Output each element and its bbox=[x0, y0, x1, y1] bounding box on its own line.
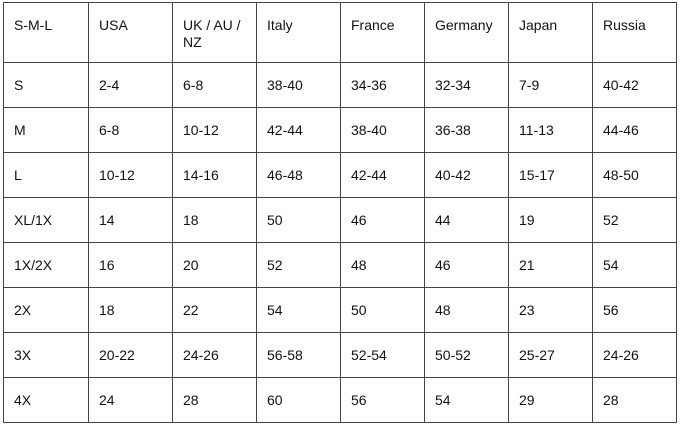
table-row: 4X 24 28 60 56 54 29 28 bbox=[3, 377, 677, 423]
table-cell: 11-13 bbox=[508, 107, 593, 153]
table-cell: 15-17 bbox=[508, 152, 593, 198]
table-cell: 40-42 bbox=[424, 152, 509, 198]
table-cell: 6-8 bbox=[88, 107, 173, 153]
table-cell: 18 bbox=[88, 287, 173, 333]
table-cell: 6-8 bbox=[172, 62, 257, 108]
table-cell: 42-44 bbox=[256, 107, 341, 153]
table-cell: 46 bbox=[424, 242, 509, 288]
table-cell: 46 bbox=[340, 197, 425, 243]
table-cell: 48 bbox=[340, 242, 425, 288]
table-cell: 44 bbox=[424, 197, 509, 243]
size-label-cell: M bbox=[3, 107, 89, 153]
table-cell: 48-50 bbox=[592, 152, 677, 198]
size-label-cell: L bbox=[3, 152, 89, 198]
header-row: S-M-L USA UK / AU / NZ Italy France Germany Ja… bbox=[3, 2, 677, 63]
table-row: L 10-12 14-16 46-48 42-44 40-42 15-17 48-50 bbox=[3, 152, 677, 198]
size-label-cell: 3X bbox=[3, 332, 89, 378]
table-cell: 14-16 bbox=[172, 152, 257, 198]
table-cell: 38-40 bbox=[340, 107, 425, 153]
header-cell: Japan bbox=[508, 2, 593, 63]
table-cell: 36-38 bbox=[424, 107, 509, 153]
header-cell: Russia bbox=[592, 2, 677, 63]
table-cell: 22 bbox=[172, 287, 257, 333]
table-cell: 18 bbox=[172, 197, 257, 243]
table-cell: 50-52 bbox=[424, 332, 509, 378]
table-cell: 24 bbox=[88, 377, 173, 423]
table-cell: 42-44 bbox=[340, 152, 425, 198]
table-cell: 10-12 bbox=[172, 107, 257, 153]
table-cell: 20 bbox=[172, 242, 257, 288]
size-label-cell: XL/1X bbox=[3, 197, 89, 243]
size-label-cell: 4X bbox=[3, 377, 89, 423]
size-conversion-table: S-M-L USA UK / AU / NZ Italy France Germany Ja… bbox=[3, 2, 677, 423]
table-cell: 44-46 bbox=[592, 107, 677, 153]
table-row: XL/1X 14 18 50 46 44 19 52 bbox=[3, 197, 677, 243]
table-cell: 56 bbox=[340, 377, 425, 423]
table-row: M 6-8 10-12 42-44 38-40 36-38 11-13 44-46 bbox=[3, 107, 677, 153]
table-cell: 21 bbox=[508, 242, 593, 288]
table-row: 3X 20-22 24-26 56-58 52-54 50-52 25-27 24-26 bbox=[3, 332, 677, 378]
table-cell: 50 bbox=[340, 287, 425, 333]
table-cell: 50 bbox=[256, 197, 341, 243]
header-cell: France bbox=[340, 2, 425, 63]
table-cell: 25-27 bbox=[508, 332, 593, 378]
table-cell: 40-42 bbox=[592, 62, 677, 108]
size-label-cell: 1X/2X bbox=[3, 242, 89, 288]
table-cell: 28 bbox=[592, 377, 677, 423]
table-cell: 52 bbox=[592, 197, 677, 243]
table-cell: 48 bbox=[424, 287, 509, 333]
table-row: S 2-4 6-8 38-40 34-36 32-34 7-9 40-42 bbox=[3, 62, 677, 108]
table-cell: 29 bbox=[508, 377, 593, 423]
table-cell: 24-26 bbox=[172, 332, 257, 378]
table-cell: 19 bbox=[508, 197, 593, 243]
table-cell: 56-58 bbox=[256, 332, 341, 378]
header-cell: UK / AU / NZ bbox=[172, 2, 257, 63]
table-cell: 34-36 bbox=[340, 62, 425, 108]
table-cell: 60 bbox=[256, 377, 341, 423]
table-cell: 20-22 bbox=[88, 332, 173, 378]
table-row: 1X/2X 16 20 52 48 46 21 54 bbox=[3, 242, 677, 288]
header-cell: Germany bbox=[424, 2, 509, 63]
table-cell: 24-26 bbox=[592, 332, 677, 378]
size-label-cell: S bbox=[3, 62, 89, 108]
table-cell: 16 bbox=[88, 242, 173, 288]
table-cell: 56 bbox=[592, 287, 677, 333]
table-row: 2X 18 22 54 50 48 23 56 bbox=[3, 287, 677, 333]
table-cell: 14 bbox=[88, 197, 173, 243]
header-cell: S-M-L bbox=[3, 2, 89, 63]
table-cell: 2-4 bbox=[88, 62, 173, 108]
table-cell: 7-9 bbox=[508, 62, 593, 108]
table-cell: 38-40 bbox=[256, 62, 341, 108]
table-cell: 46-48 bbox=[256, 152, 341, 198]
table-cell: 32-34 bbox=[424, 62, 509, 108]
table-cell: 54 bbox=[592, 242, 677, 288]
table-cell: 10-12 bbox=[88, 152, 173, 198]
size-label-cell: 2X bbox=[3, 287, 89, 333]
table-cell: 54 bbox=[256, 287, 341, 333]
header-cell: USA bbox=[88, 2, 173, 63]
header-cell: Italy bbox=[256, 2, 341, 63]
table-cell: 23 bbox=[508, 287, 593, 333]
table-cell: 28 bbox=[172, 377, 257, 423]
table-cell: 52 bbox=[256, 242, 341, 288]
table-cell: 54 bbox=[424, 377, 509, 423]
table-cell: 52-54 bbox=[340, 332, 425, 378]
